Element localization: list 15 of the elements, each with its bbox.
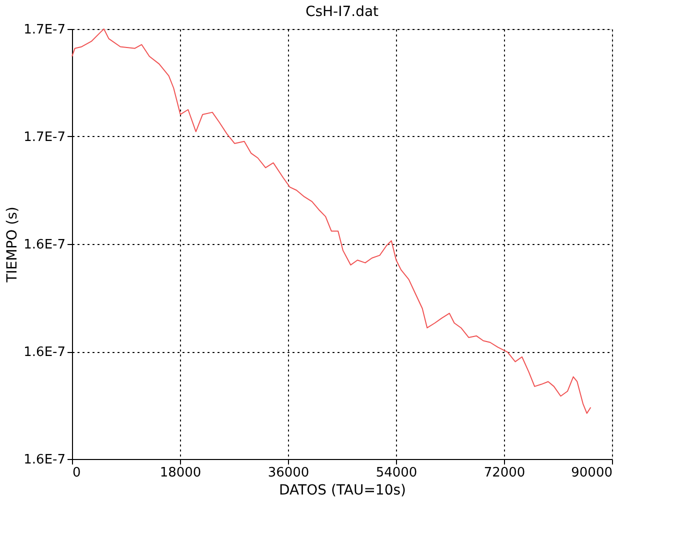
y-tick-label: 1.6E-7	[24, 452, 66, 468]
line-series	[72, 28, 592, 414]
y-tick-label: 1.6E-7	[24, 238, 66, 252]
y-tick-label: 1.6E-7	[24, 345, 66, 360]
x-tick-label: 72000	[484, 466, 526, 480]
x-tick-label: 0	[72, 466, 81, 480]
x-tick-label: 90000	[571, 466, 612, 480]
x-tick-label: 36000	[268, 466, 310, 480]
x-axis-title: DATOS (TAU=10s)	[279, 482, 406, 498]
x-tick-label: 18000	[160, 466, 202, 480]
y-axis-title: TIEMPO (s)	[4, 206, 21, 284]
y-tick-label: 1.7E-7	[24, 130, 66, 145]
y-tick-label: 1.7E-7	[24, 22, 66, 38]
x-tick-label: 54000	[376, 466, 418, 480]
chart-title: CsH-I7.dat	[305, 4, 380, 20]
